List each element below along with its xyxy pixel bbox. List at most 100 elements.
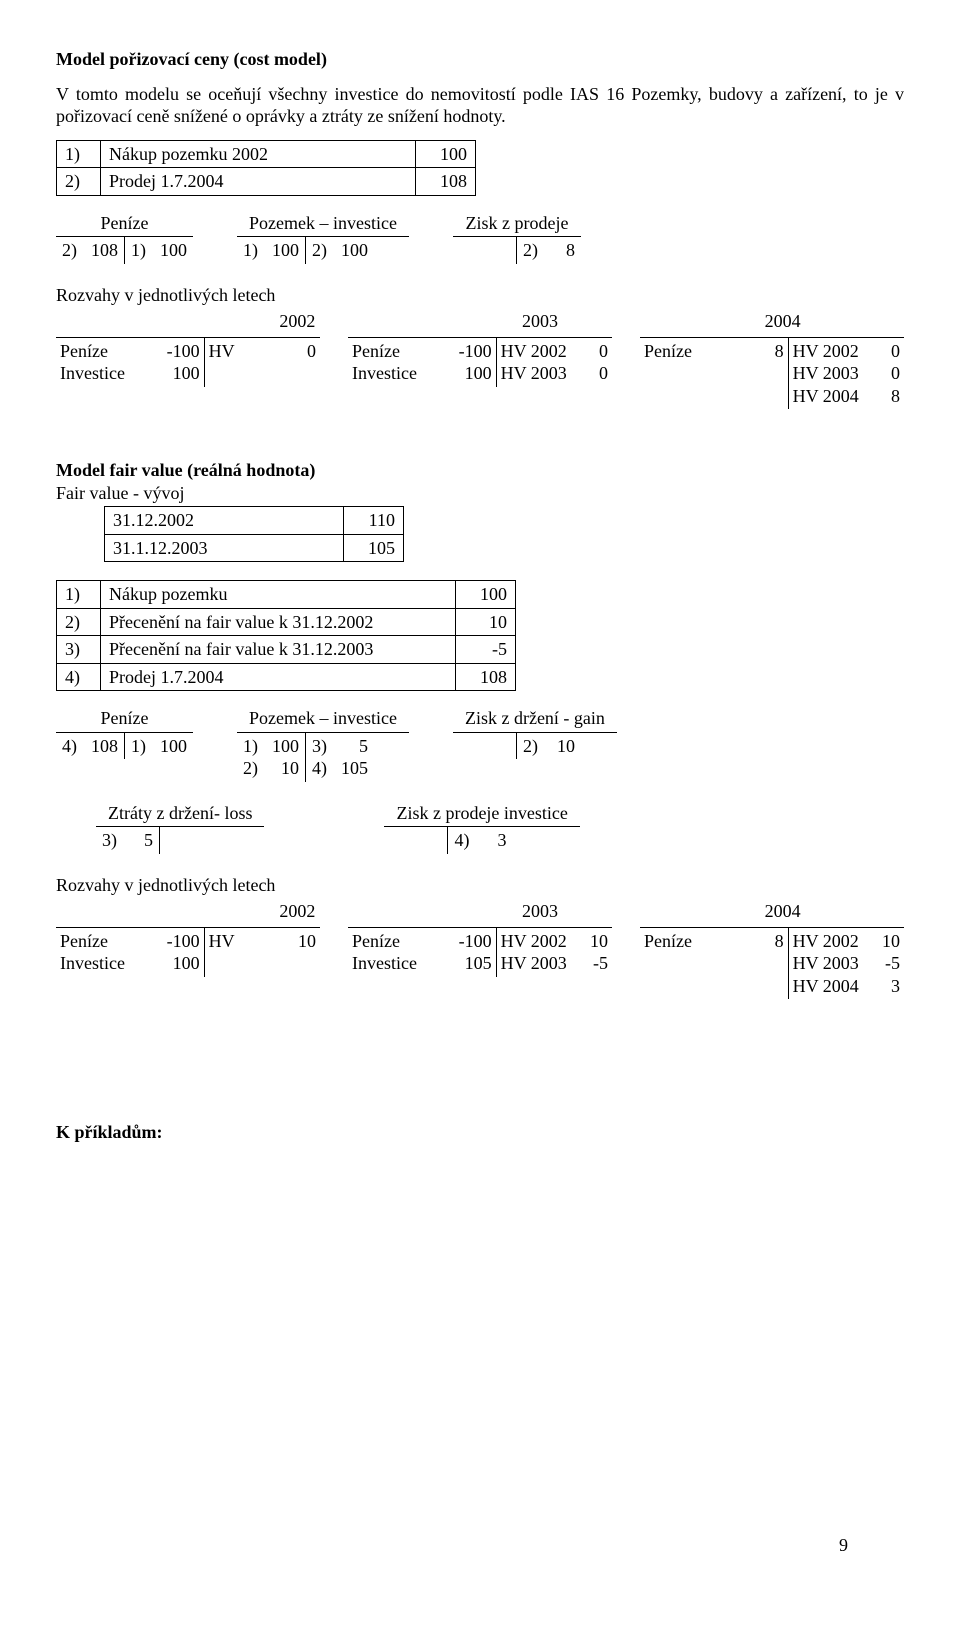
t-entry-key: 4) bbox=[62, 735, 77, 758]
heading-fair-value: Model fair value (reálná hodnota) bbox=[56, 459, 904, 482]
bs-key: Peníze bbox=[60, 340, 108, 363]
tx-desc: Nákup pozemku 2002 bbox=[101, 140, 416, 168]
tx-val: 108 bbox=[416, 168, 476, 196]
bs-key: Peníze bbox=[352, 340, 400, 363]
tx-desc: Přecenění na fair value k 31.12.2002 bbox=[101, 608, 456, 636]
fv-date: 31.1.12.2003 bbox=[105, 534, 344, 562]
intro-text: V tomto modelu se oceňují všechny invest… bbox=[56, 83, 904, 128]
t-entry-key: 2) bbox=[523, 735, 538, 758]
bs-year: 2004 bbox=[661, 900, 904, 923]
bs-val: 100 bbox=[465, 362, 492, 385]
t-account-title: Ztráty z držení- loss bbox=[96, 802, 264, 827]
fv-date: 31.12.2002 bbox=[105, 507, 344, 535]
tx-desc: Prodej 1.7.2004 bbox=[101, 663, 456, 691]
bs-key: Investice bbox=[60, 952, 125, 975]
bs-key: HV 2003 bbox=[501, 952, 567, 975]
balance-sheets-heading-2: Rozvahy v jednotlivých letech 2002200320… bbox=[56, 874, 904, 923]
t-entry-val: 10 bbox=[281, 757, 299, 780]
bs-key: HV 2002 bbox=[501, 340, 567, 363]
bs-val: 10 bbox=[882, 930, 900, 953]
bs-key: HV 2004 bbox=[793, 385, 859, 408]
t-entry-key: 1) bbox=[131, 735, 146, 758]
tx-val: 100 bbox=[416, 140, 476, 168]
t-entry-key: 2) bbox=[243, 757, 258, 780]
bs-val: -100 bbox=[459, 340, 492, 363]
bs-val: 8 bbox=[775, 340, 784, 363]
transactions-table-1: 1)Nákup pozemku 20021002)Prodej 1.7.2004… bbox=[56, 140, 476, 196]
bs-year: 2003 bbox=[419, 900, 662, 923]
t-entry-val: 5 bbox=[144, 829, 153, 852]
bs-val: -100 bbox=[459, 930, 492, 953]
t-entry-key: 1) bbox=[131, 239, 146, 262]
bs-val: 10 bbox=[590, 930, 608, 953]
tx-val: 108 bbox=[456, 663, 516, 691]
tx-desc: Prodej 1.7.2004 bbox=[101, 168, 416, 196]
t-account-title: Peníze bbox=[56, 212, 193, 237]
heading-cost-model: Model pořizovací ceny (cost model) bbox=[56, 48, 904, 71]
bs-key: HV 2004 bbox=[793, 975, 859, 998]
bs-val: -5 bbox=[885, 952, 900, 975]
bs-year: 2002 bbox=[176, 900, 419, 923]
t-accounts-row-2a: Peníze4)1081)100Pozemek – investice1)100… bbox=[56, 707, 904, 782]
bs-key: Peníze bbox=[352, 930, 400, 953]
t-entry-val: 5 bbox=[359, 735, 368, 758]
t-entry-val: 8 bbox=[566, 239, 575, 262]
t-entry-val: 100 bbox=[341, 239, 368, 262]
t-account-title: Zisk z prodeje bbox=[453, 212, 581, 237]
fv-val: 110 bbox=[344, 507, 404, 535]
t-entry-val: 108 bbox=[91, 239, 118, 262]
t-entry-key: 4) bbox=[312, 757, 327, 780]
bs-val: 10 bbox=[298, 930, 316, 953]
t-entry-val: 100 bbox=[272, 239, 299, 262]
bs-val: 100 bbox=[173, 952, 200, 975]
t-entry-key: 2) bbox=[62, 239, 77, 262]
bs-val: 0 bbox=[891, 340, 900, 363]
t-account-title: Peníze bbox=[56, 707, 193, 732]
bs-key: HV 2003 bbox=[793, 362, 859, 385]
t-entry-val: 10 bbox=[557, 735, 575, 758]
t-entry-val: 3 bbox=[497, 829, 506, 852]
tx-val: -5 bbox=[456, 636, 516, 664]
bs-key: HV 2003 bbox=[501, 362, 567, 385]
tx-val: 100 bbox=[456, 581, 516, 609]
bs-key: HV 2003 bbox=[793, 952, 859, 975]
t-account-title: Zisk z prodeje investice bbox=[384, 802, 579, 827]
bs-key: Investice bbox=[60, 362, 125, 385]
bs-key: Investice bbox=[352, 952, 417, 975]
t-accounts-row-1: Peníze2)1081)100Pozemek – investice1)100… bbox=[56, 212, 904, 264]
bs-val: 0 bbox=[599, 362, 608, 385]
tx-num: 1) bbox=[57, 581, 101, 609]
balance-sheets-1: Peníze-100Investice100HV0Peníze-100Inves… bbox=[56, 337, 904, 410]
t-entry-val: 108 bbox=[91, 735, 118, 758]
tx-num: 4) bbox=[57, 663, 101, 691]
bs-label-2: Rozvahy v jednotlivých letech bbox=[56, 874, 275, 897]
page-number: 9 bbox=[839, 1534, 848, 1557]
bs-key: Peníze bbox=[644, 340, 692, 363]
bs-val: 0 bbox=[307, 340, 316, 363]
bs-val: 0 bbox=[891, 362, 900, 385]
t-entry-key: 1) bbox=[243, 735, 258, 758]
bs-key: HV 2002 bbox=[793, 340, 859, 363]
bs-val: 8 bbox=[891, 385, 900, 408]
bs-label: Rozvahy v jednotlivých letech bbox=[56, 284, 275, 307]
t-entry-key: 1) bbox=[243, 239, 258, 262]
t-account-title: Zisk z držení - gain bbox=[453, 707, 617, 732]
bs-val: -5 bbox=[593, 952, 608, 975]
bs-year: 2003 bbox=[419, 310, 662, 333]
bs-val: 3 bbox=[891, 975, 900, 998]
tx-num: 3) bbox=[57, 636, 101, 664]
t-account-title: Pozemek – investice bbox=[237, 707, 409, 732]
bs-key: HV bbox=[209, 340, 235, 363]
fv-val: 105 bbox=[344, 534, 404, 562]
bs-val: 8 bbox=[775, 930, 784, 953]
tx-desc: Nákup pozemku bbox=[101, 581, 456, 609]
bs-val: -100 bbox=[167, 340, 200, 363]
tx-num: 2) bbox=[57, 168, 101, 196]
t-entry-key: 2) bbox=[312, 239, 327, 262]
tx-val: 10 bbox=[456, 608, 516, 636]
bs-val: 105 bbox=[465, 952, 492, 975]
transactions-table-2: 1)Nákup pozemku1002)Přecenění na fair va… bbox=[56, 580, 516, 691]
bs-key: HV bbox=[209, 930, 235, 953]
fv-caption: Fair value - vývoj bbox=[56, 482, 904, 505]
footer-label: K příkladům: bbox=[56, 1121, 904, 1144]
